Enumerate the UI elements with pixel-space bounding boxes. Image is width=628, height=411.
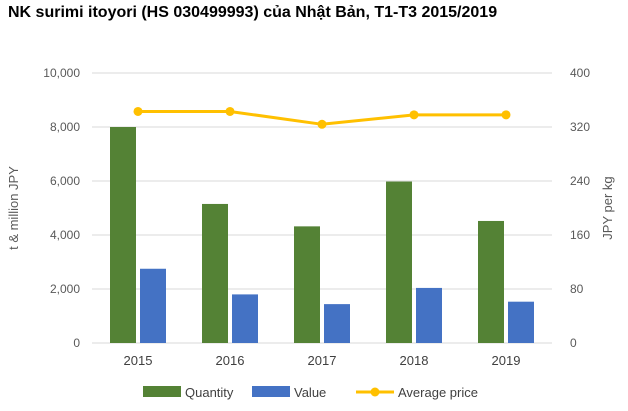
legend-swatch-value bbox=[252, 386, 290, 397]
bar-value-2016 bbox=[232, 294, 258, 343]
bar-quantity-2018 bbox=[386, 181, 412, 343]
bar-quantity-2019 bbox=[478, 220, 504, 343]
average-price-point-2015 bbox=[133, 106, 143, 116]
legend-label-average-price: Average price bbox=[398, 385, 478, 400]
y-axis-title: t & million JPY bbox=[6, 166, 21, 250]
bar-value-2018 bbox=[416, 287, 442, 343]
x-tick-label: 2015 bbox=[124, 353, 153, 368]
x-tick-label: 2018 bbox=[400, 353, 429, 368]
x-tick-label: 2017 bbox=[308, 353, 337, 368]
y2-tick-label: 80 bbox=[570, 282, 584, 296]
bar-quantity-2016 bbox=[202, 203, 228, 343]
y-tick-label: 6,000 bbox=[50, 174, 80, 188]
y-tick-label: 4,000 bbox=[50, 228, 80, 242]
y-tick-label: 2,000 bbox=[50, 282, 80, 296]
average-price-point-2018 bbox=[409, 110, 419, 120]
y2-tick-label: 160 bbox=[570, 228, 590, 242]
bar-value-2019 bbox=[508, 301, 534, 343]
y2-axis-title: JPY per kg bbox=[600, 176, 615, 239]
bar-quantity-2015 bbox=[110, 127, 136, 343]
legend-label-quantity: Quantity bbox=[185, 385, 234, 400]
legend-swatch-quantity bbox=[143, 386, 181, 397]
average-price-point-2017 bbox=[317, 119, 327, 129]
y-tick-label: 0 bbox=[73, 336, 80, 350]
x-tick-label: 2016 bbox=[216, 353, 245, 368]
bar-value-2015 bbox=[140, 268, 166, 343]
bar-quantity-2017 bbox=[294, 226, 320, 343]
legend-marker-average-price bbox=[370, 387, 380, 397]
y2-tick-label: 0 bbox=[570, 336, 577, 350]
bars bbox=[110, 127, 534, 343]
y2-tick-label: 240 bbox=[570, 174, 590, 188]
y-tick-label: 10,000 bbox=[43, 66, 80, 80]
y-tick-label: 8,000 bbox=[50, 120, 80, 134]
average-price-point-2016 bbox=[225, 106, 235, 116]
x-tick-label: 2019 bbox=[492, 353, 521, 368]
y2-tick-label: 400 bbox=[570, 66, 590, 80]
y2-tick-label: 320 bbox=[570, 120, 590, 134]
bar-value-2017 bbox=[324, 304, 350, 343]
right-axis-ticks: 0 80 160 240 320 400 bbox=[570, 66, 590, 350]
x-axis-ticks: 2015 2016 2017 2018 2019 bbox=[124, 353, 521, 368]
average-price-line bbox=[133, 106, 511, 129]
chart-title: NK surimi itoyori (HS 030499993) của Nhậ… bbox=[8, 4, 498, 21]
legend: Quantity Value Average price bbox=[143, 385, 478, 400]
left-axis-ticks: 0 2,000 4,000 6,000 8,000 10,000 bbox=[43, 66, 80, 350]
legend-label-value: Value bbox=[294, 385, 326, 400]
average-price-point-2019 bbox=[501, 110, 511, 120]
